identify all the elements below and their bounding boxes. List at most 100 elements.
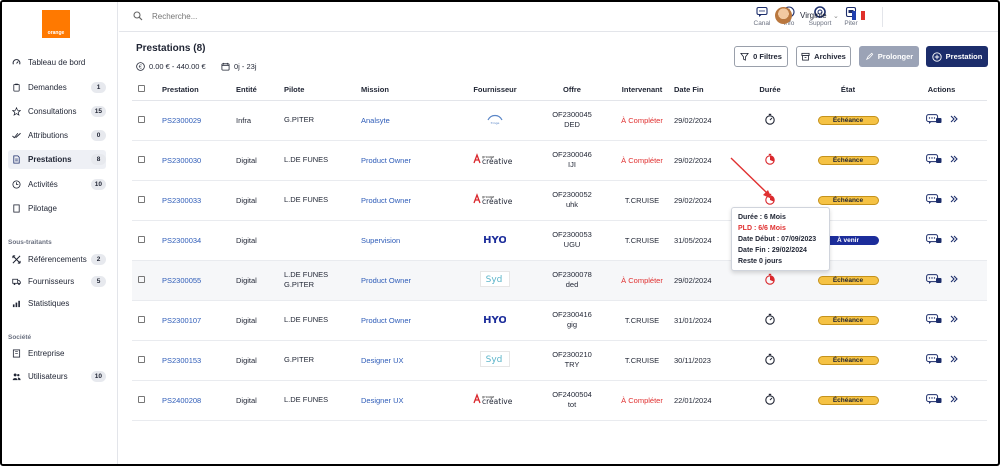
prestation-link[interactable]: PS2300153	[162, 340, 236, 381]
timer-icon[interactable]	[764, 353, 776, 365]
row-select-cell[interactable]	[132, 300, 162, 341]
chevron-down-icon[interactable]: ⌄	[833, 13, 839, 20]
sidebar-item-attributions[interactable]: Attributions 0	[8, 126, 106, 145]
prestation-link[interactable]: PS2300055	[162, 260, 236, 301]
row-select-cell[interactable]	[132, 100, 162, 141]
supplier-cell[interactable]: fringe	[456, 100, 534, 141]
user-name[interactable]: Virginie	[800, 11, 827, 20]
supplier-cell[interactable]: groupe créative	[456, 380, 534, 421]
timer-icon[interactable]	[764, 153, 776, 165]
prestation-link[interactable]: PS2300033	[162, 180, 236, 221]
row-select-cell[interactable]	[132, 380, 162, 421]
mission-link[interactable]: Product Owner	[361, 300, 456, 341]
sidebar-item-tableau-de-bord[interactable]: Tableau de bord	[8, 53, 106, 72]
supplier-cell[interactable]: Syd	[456, 340, 534, 381]
chevron-double-right-icon[interactable]	[950, 275, 958, 283]
chevron-double-right-icon[interactable]	[950, 195, 958, 203]
row-checkbox[interactable]	[138, 395, 145, 403]
row-checkbox[interactable]	[138, 315, 145, 323]
row-select-cell[interactable]	[132, 260, 162, 301]
comment-action-icon[interactable]	[925, 233, 942, 245]
supplier-cell[interactable]: Syd	[456, 260, 534, 301]
duration-cell[interactable]	[740, 140, 800, 181]
sidebar-item-prestations[interactable]: Prestations 8	[8, 150, 106, 169]
user-avatar[interactable]	[775, 7, 792, 24]
worker-cell[interactable]: À Compléter	[610, 140, 674, 181]
chevron-double-right-icon[interactable]	[950, 235, 958, 243]
sidebar-item-activites[interactable]: Activités 10	[8, 175, 106, 194]
comment-action-icon[interactable]	[925, 313, 942, 325]
prestation-link[interactable]: PS2300030	[162, 140, 236, 181]
row-checkbox[interactable]	[138, 235, 145, 243]
column-header[interactable]: Durée	[740, 80, 800, 101]
mission-link[interactable]: Product Owner	[361, 180, 456, 221]
supplier-cell[interactable]: groupe créative	[456, 180, 534, 221]
chevron-double-right-icon[interactable]	[950, 115, 958, 123]
column-header[interactable]: Mission	[361, 80, 456, 101]
row-select-cell[interactable]	[132, 140, 162, 181]
column-header[interactable]: Entité	[236, 80, 284, 101]
supplier-cell[interactable]: HYO	[456, 220, 534, 261]
mission-link[interactable]: Supervision	[361, 220, 456, 261]
orange-logo[interactable]: orange	[42, 10, 70, 38]
column-header[interactable]: Pilote	[284, 80, 361, 101]
table-row[interactable]: PS2300029 Infra G.PITER Analsyte fringe OF230…	[132, 100, 987, 141]
comment-action-icon[interactable]	[925, 353, 942, 365]
worker-cell[interactable]: À Compléter	[610, 260, 674, 301]
comment-action-icon[interactable]	[925, 393, 942, 405]
row-checkbox[interactable]	[138, 195, 145, 203]
select-all-checkbox[interactable]	[138, 85, 145, 93]
timer-icon[interactable]	[764, 393, 776, 405]
support-button[interactable]: Support	[806, 6, 834, 27]
comment-action-icon[interactable]	[925, 153, 942, 165]
mission-link[interactable]: Product Owner	[361, 140, 456, 181]
table-row[interactable]: PS2300033 Digital L.DE FUNES Product Owner g…	[132, 180, 987, 221]
prestation-link[interactable]: PS2300029	[162, 100, 236, 141]
comment-action-icon[interactable]	[925, 193, 942, 205]
worker-cell[interactable]: À Compléter	[610, 380, 674, 421]
row-select-cell[interactable]	[132, 340, 162, 381]
supplier-cell[interactable]: HYO	[456, 300, 534, 341]
column-header[interactable]: Actions	[896, 80, 987, 101]
sidebar-item-statistiques[interactable]: Statistiques	[8, 294, 106, 313]
chevron-double-right-icon[interactable]	[950, 395, 958, 403]
sidebar-item-entreprise[interactable]: Entreprise	[8, 344, 106, 363]
mission-link[interactable]: Designer UX	[361, 340, 456, 381]
prestation-link[interactable]: PS2300034	[162, 220, 236, 261]
duration-cell[interactable]	[740, 340, 800, 381]
row-select-cell[interactable]	[132, 220, 162, 261]
column-header[interactable]: Offre	[534, 80, 610, 101]
sidebar-item-fournisseurs[interactable]: Fournisseurs 5	[8, 272, 106, 291]
mission-link[interactable]: Designer UX	[361, 380, 456, 421]
row-select-cell[interactable]	[132, 180, 162, 221]
add-prestation-button[interactable]: Prestation	[926, 46, 988, 67]
timer-icon[interactable]	[764, 193, 776, 205]
table-row[interactable]: PS2300030 Digital L.DE FUNES Product Owner g…	[132, 140, 987, 181]
prestation-link[interactable]: PS2400208	[162, 380, 236, 421]
sidebar-item-utilisateurs[interactable]: Utilisateurs 10	[8, 367, 106, 386]
comment-action-icon[interactable]	[925, 273, 942, 285]
column-header[interactable]: Intervenant	[610, 80, 674, 101]
table-row[interactable]: PS2300153 Digital G.PITER Designer UX Syd OF2…	[132, 340, 987, 381]
column-header[interactable]: Prestation	[162, 80, 236, 101]
row-checkbox[interactable]	[138, 355, 145, 363]
worker-cell[interactable]: À Compléter	[610, 100, 674, 141]
column-header[interactable]: Date Fin	[674, 80, 740, 101]
table-row[interactable]: PS2300055 Digital L.DE FUNES G.PITER Product…	[132, 260, 987, 301]
mission-link[interactable]: Analsyte	[361, 100, 456, 141]
extend-button[interactable]: Prolonger	[859, 46, 919, 67]
duration-cell[interactable]	[740, 380, 800, 421]
timer-icon[interactable]	[764, 113, 776, 125]
sidebar-item-consultations[interactable]: Consultations 15	[8, 102, 106, 121]
timer-icon[interactable]	[764, 273, 776, 285]
chevron-double-right-icon[interactable]	[950, 315, 958, 323]
sidebar-item-pilotage[interactable]: Pilotage	[8, 199, 106, 218]
select-all-cell[interactable]	[132, 80, 162, 101]
prestation-link[interactable]: PS2300107	[162, 300, 236, 341]
mission-link[interactable]: Product Owner	[361, 260, 456, 301]
canal-button[interactable]: Canal	[748, 6, 776, 27]
table-row[interactable]: PS2400208 Digital L.DE FUNES Designer UX gro…	[132, 380, 987, 421]
archives-button[interactable]: Archives	[796, 46, 851, 67]
row-checkbox[interactable]	[138, 115, 145, 123]
row-checkbox[interactable]	[138, 155, 145, 163]
